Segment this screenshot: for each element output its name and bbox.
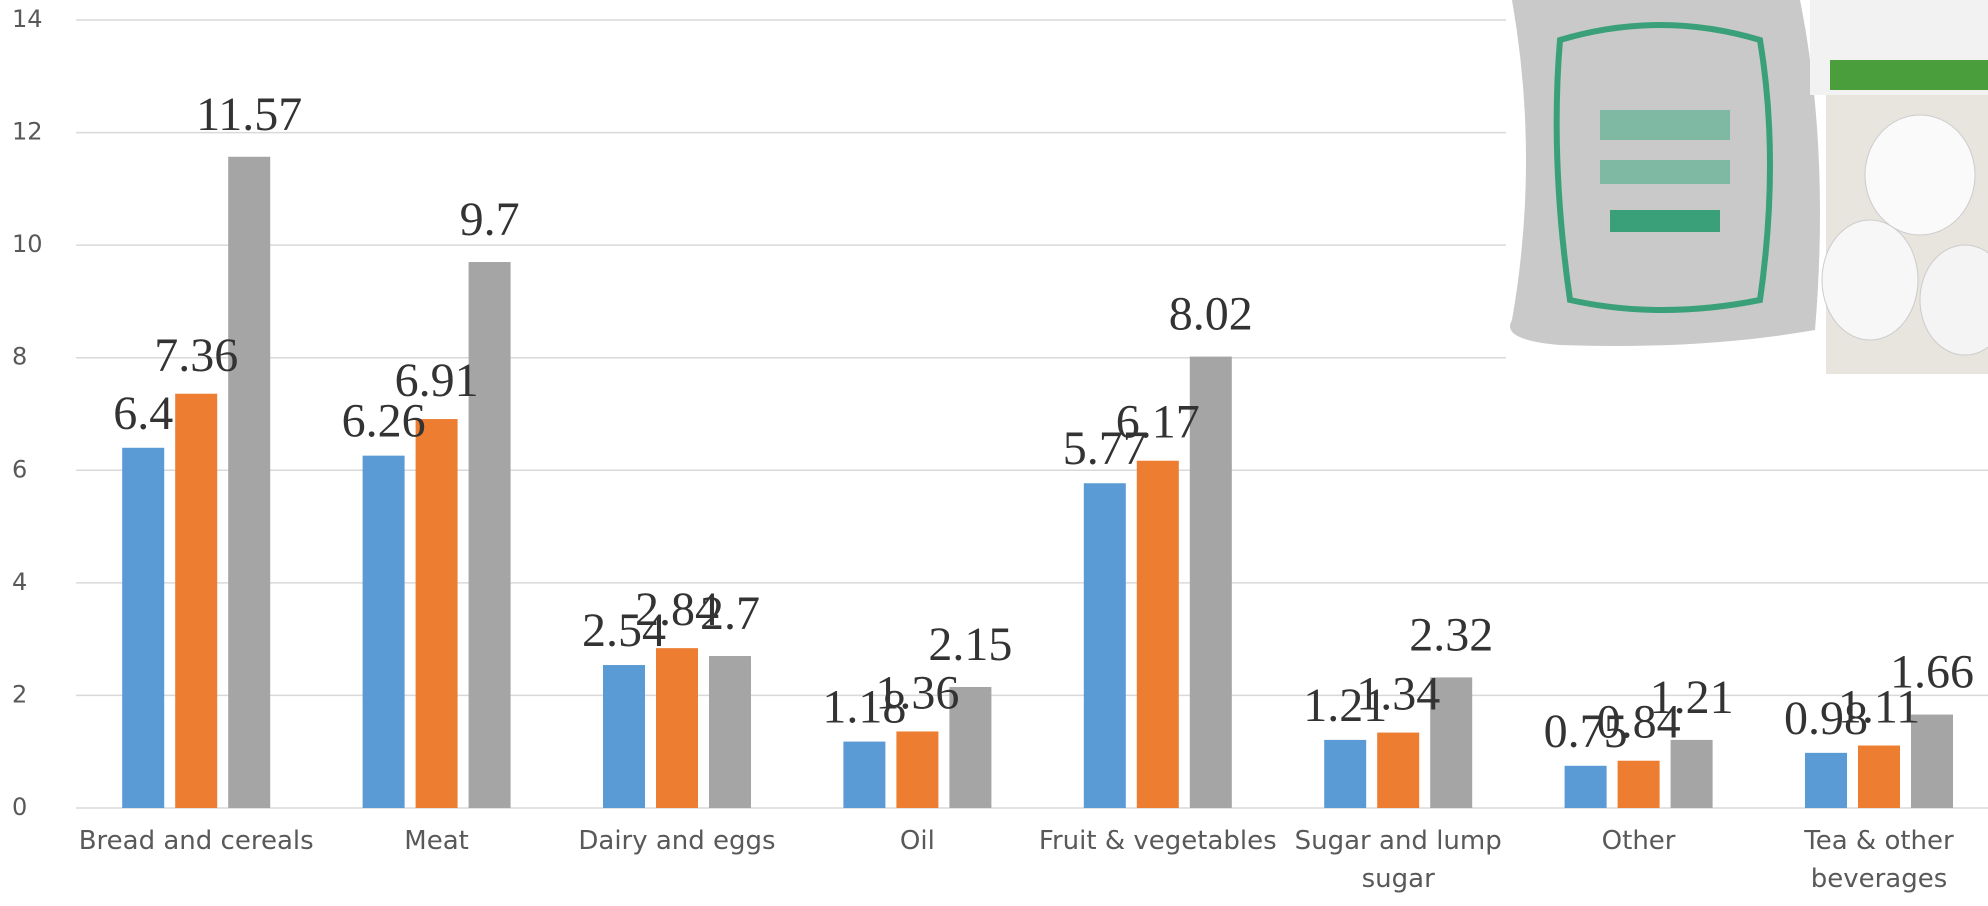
x-tick-label: Sugar and lump sugar [1294, 826, 1502, 894]
data-label: 6.4 [113, 387, 173, 440]
data-label: 8.02 [1169, 288, 1253, 341]
data-label: 1.34 [1356, 668, 1440, 721]
bar [1805, 752, 1847, 808]
bar [1189, 356, 1232, 808]
data-label: 11.57 [196, 88, 302, 141]
data-label: 1.18 [822, 681, 906, 734]
bar [1670, 739, 1713, 808]
x-tick-label: Meat [404, 826, 469, 856]
bar [603, 665, 645, 808]
data-label: 6.91 [395, 354, 479, 407]
data-label: 2.32 [1409, 608, 1493, 661]
bar [468, 262, 511, 808]
data-label: 0.75 [1544, 705, 1628, 758]
data-label: 1.66 [1890, 646, 1974, 699]
y-tick-label: 2 [12, 680, 27, 708]
bar [1377, 732, 1420, 808]
bar [843, 741, 886, 808]
data-label: 7.36 [154, 329, 238, 382]
bar [415, 419, 458, 808]
x-tick-label: Dairy and eggs [578, 826, 776, 856]
y-tick-label: 6 [12, 455, 27, 483]
data-label: 2.84 [635, 583, 719, 636]
x-tick-label: Fruit & vegetables [1038, 826, 1277, 856]
x-tick-label: Oil [899, 826, 935, 856]
bar [949, 686, 992, 808]
bar [1911, 714, 1953, 808]
y-tick-label: 0 [12, 793, 27, 821]
bar [122, 447, 165, 808]
product-photo [1506, 0, 1988, 374]
y-tick-label: 14 [12, 5, 43, 33]
data-label: 0.98 [1784, 692, 1868, 745]
bar [362, 455, 405, 808]
bar [896, 731, 939, 808]
bar [1858, 745, 1900, 808]
bar [1324, 739, 1367, 808]
bar [1136, 460, 1179, 808]
data-label: 5.77 [1063, 422, 1147, 475]
x-tick-label: Bread and cereals [78, 826, 314, 856]
bar [1430, 677, 1473, 808]
y-tick-label: 8 [12, 343, 27, 371]
data-label: 1.21 [1303, 679, 1387, 732]
x-tick-label: Tea & other beverages [1804, 826, 1954, 894]
data-label: 0.84 [1597, 696, 1681, 749]
x-tick-label: Other [1601, 826, 1676, 856]
data-label: 2.15 [928, 618, 1012, 671]
data-label: 2.7 [700, 587, 760, 640]
y-tick-label: 12 [12, 118, 43, 146]
bar [1083, 483, 1126, 808]
y-tick-label: 10 [12, 230, 43, 258]
bar [175, 393, 218, 808]
bar [228, 156, 271, 808]
data-label: 6.17 [1116, 396, 1200, 449]
data-label: 2.54 [582, 604, 666, 657]
data-label: 1.21 [1650, 671, 1734, 724]
bar [1564, 765, 1607, 808]
bar [709, 656, 751, 808]
data-label: 6.26 [342, 395, 426, 448]
data-label: 9.7 [460, 193, 520, 246]
data-label: 1.36 [875, 666, 959, 719]
bar [656, 648, 698, 808]
bar [1617, 760, 1660, 808]
y-tick-label: 4 [12, 568, 27, 596]
data-label: 1.11 [1838, 681, 1920, 734]
